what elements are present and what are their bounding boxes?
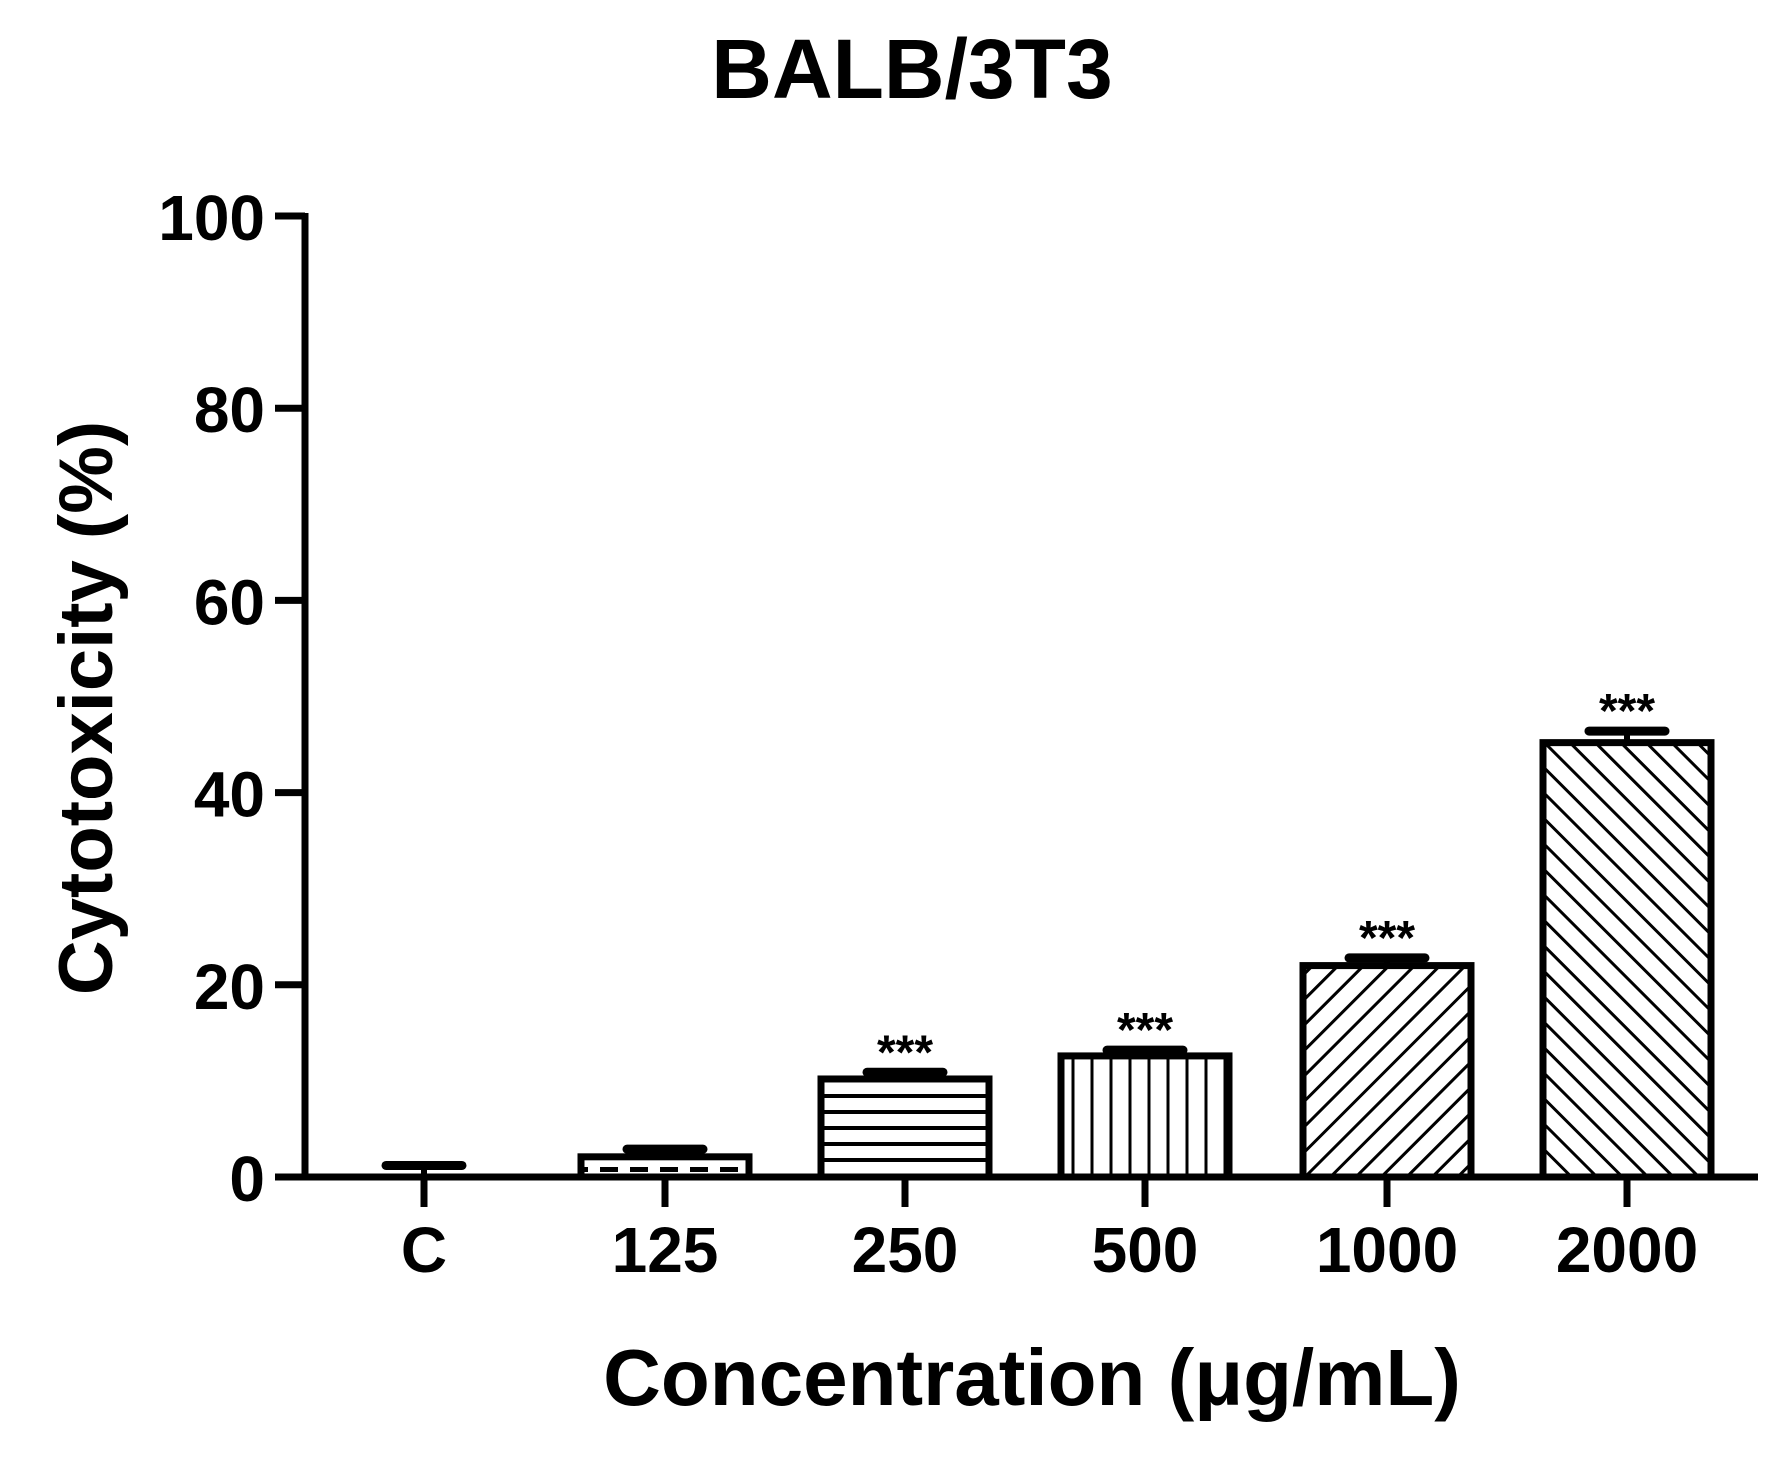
bar [817, 1075, 993, 1181]
significance-label: *** [1359, 912, 1415, 965]
chart-title: BALB/3T3 [711, 22, 1112, 116]
y-tick-label: 100 [158, 182, 265, 254]
x-tick-label: 1000 [1316, 1214, 1458, 1286]
x-tick-label: 250 [852, 1214, 959, 1286]
y-tick-label: 0 [229, 1143, 265, 1215]
y-axis-label: Cytotoxicity (%) [44, 421, 129, 995]
x-tick-label: 500 [1092, 1214, 1199, 1286]
bar [1057, 1052, 1233, 1181]
y-tick-label: 40 [194, 759, 265, 831]
significance-label: *** [1599, 685, 1655, 738]
x-axis-label: Concentration (μg/mL) [603, 1333, 1461, 1422]
significance-label: *** [1117, 1004, 1173, 1057]
bar [1539, 739, 1715, 1181]
y-axis-ticks: 0 20 40 60 80 100 [158, 182, 305, 1215]
y-tick-label: 80 [194, 374, 265, 446]
significance-label: *** [877, 1026, 933, 1079]
bar [1299, 962, 1475, 1181]
x-tick-label: 125 [612, 1214, 719, 1286]
x-axis-ticks: C 125 250 500 1000 2000 [401, 1177, 1698, 1286]
x-tick-label: 2000 [1556, 1214, 1698, 1286]
x-tick-label: C [401, 1214, 447, 1286]
bars: *** *** *** *** [381, 685, 1715, 1181]
y-tick-label: 20 [194, 951, 265, 1023]
y-tick-label: 60 [194, 566, 265, 638]
